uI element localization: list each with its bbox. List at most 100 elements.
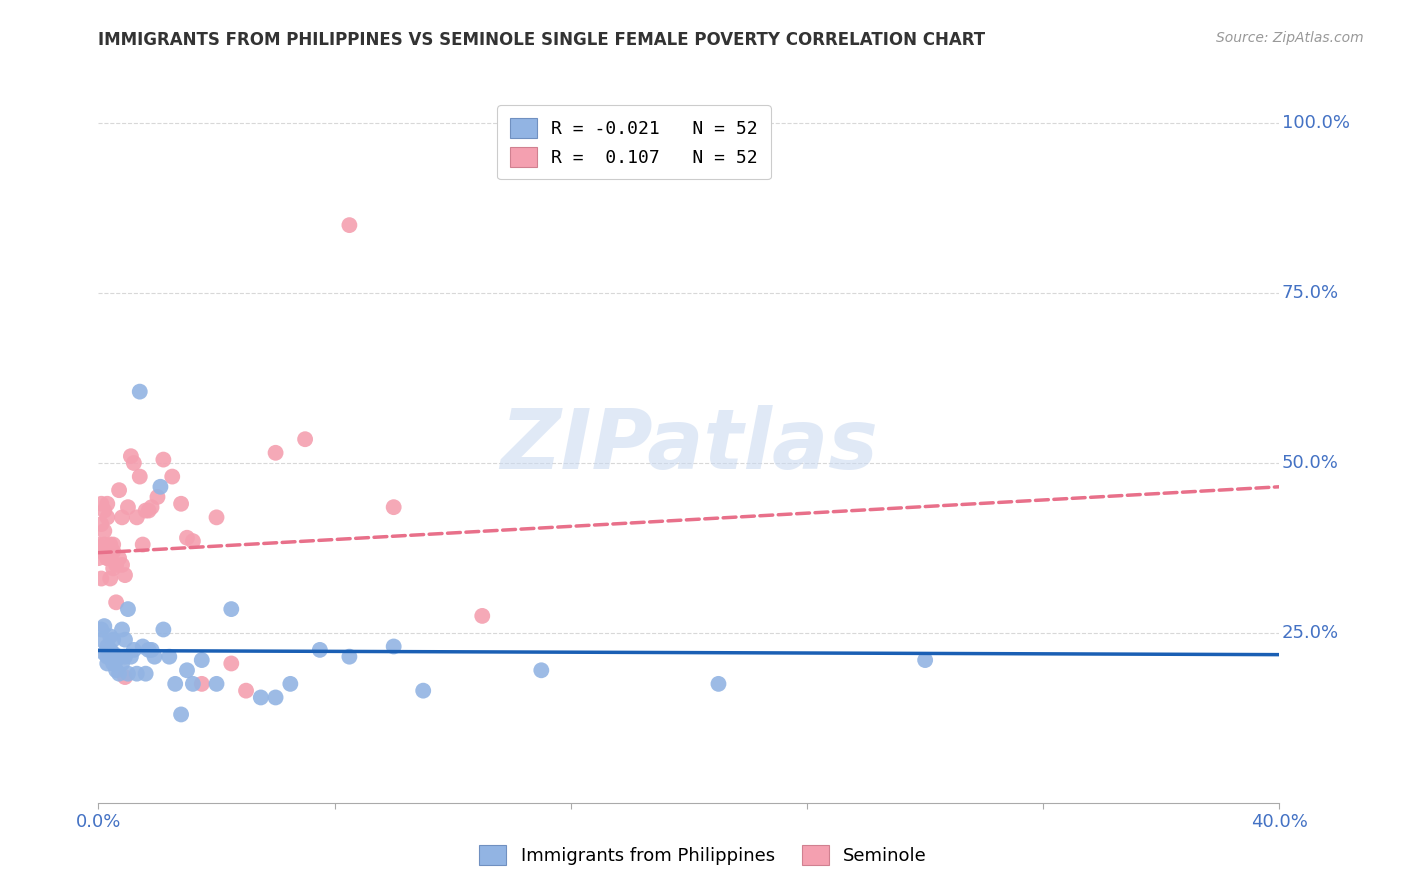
Point	[98, 629, 121, 643]
Point	[93, 503, 115, 517]
Point	[264, 690, 287, 705]
Point	[128, 384, 150, 399]
Text: Source: ZipAtlas.com: Source: ZipAtlas.com	[1216, 31, 1364, 45]
Point	[105, 558, 128, 572]
Text: 100.0%: 100.0%	[1282, 114, 1350, 132]
Point	[103, 646, 125, 660]
Point	[914, 653, 936, 667]
Point	[294, 432, 316, 446]
Point	[90, 544, 112, 558]
Text: 75.0%: 75.0%	[1282, 284, 1339, 302]
Point	[114, 568, 136, 582]
Point	[90, 517, 112, 532]
Point	[170, 497, 193, 511]
Text: ZIPatlas: ZIPatlas	[501, 406, 877, 486]
Point	[530, 663, 553, 677]
Point	[707, 677, 730, 691]
Point	[120, 649, 142, 664]
Point	[96, 551, 118, 566]
Text: IMMIGRANTS FROM PHILIPPINES VS SEMINOLE SINGLE FEMALE POVERTY CORRELATION CHART: IMMIGRANTS FROM PHILIPPINES VS SEMINOLE …	[98, 31, 986, 49]
Point	[157, 649, 180, 664]
Point	[90, 572, 112, 586]
Point	[111, 657, 134, 671]
Point	[111, 623, 134, 637]
Point	[90, 497, 112, 511]
Point	[98, 551, 121, 566]
Point	[117, 500, 139, 515]
Point	[138, 503, 160, 517]
Point	[146, 490, 169, 504]
Point	[165, 677, 187, 691]
Point	[309, 643, 332, 657]
Point	[105, 595, 128, 609]
Point	[181, 534, 204, 549]
Point	[120, 449, 142, 463]
Point	[412, 683, 434, 698]
Point	[125, 510, 148, 524]
Point	[117, 602, 139, 616]
Point	[93, 619, 115, 633]
Point	[278, 677, 302, 691]
Point	[176, 531, 198, 545]
Point	[87, 537, 110, 551]
Point	[93, 646, 115, 660]
Point	[103, 537, 125, 551]
Point	[250, 690, 273, 705]
Point	[98, 649, 121, 664]
Point	[235, 683, 257, 698]
Point	[128, 469, 150, 483]
Point	[111, 510, 134, 524]
Legend: Immigrants from Philippines, Seminole: Immigrants from Philippines, Seminole	[470, 836, 936, 874]
Point	[191, 677, 214, 691]
Point	[98, 572, 121, 586]
Point	[143, 649, 166, 664]
Legend: R = -0.021   N = 52, R =  0.107   N = 52: R = -0.021 N = 52, R = 0.107 N = 52	[498, 105, 770, 179]
Point	[108, 649, 131, 664]
Point	[96, 649, 118, 664]
Point	[176, 663, 198, 677]
Point	[219, 657, 242, 671]
Point	[141, 500, 163, 515]
Point	[181, 677, 204, 691]
Point	[135, 666, 157, 681]
Point	[93, 537, 115, 551]
Point	[96, 551, 118, 566]
Point	[114, 670, 136, 684]
Point	[132, 640, 155, 654]
Point	[103, 632, 125, 647]
Point	[382, 640, 405, 654]
Point	[103, 657, 125, 671]
Point	[264, 446, 287, 460]
Point	[96, 657, 118, 671]
Point	[170, 707, 193, 722]
Point	[105, 653, 128, 667]
Point	[96, 510, 118, 524]
Point	[108, 666, 131, 681]
Point	[152, 452, 174, 467]
Point	[135, 503, 157, 517]
Point	[132, 537, 155, 551]
Point	[117, 666, 139, 681]
Point	[382, 500, 405, 515]
Point	[103, 561, 125, 575]
Text: 50.0%: 50.0%	[1282, 454, 1339, 472]
Point	[219, 602, 242, 616]
Point	[108, 551, 131, 566]
Point	[103, 544, 125, 558]
Point	[138, 643, 160, 657]
Point	[149, 480, 172, 494]
Point	[108, 483, 131, 498]
Point	[93, 544, 115, 558]
Point	[114, 632, 136, 647]
Point	[337, 218, 360, 232]
Point	[122, 643, 145, 657]
Point	[205, 677, 228, 691]
Point	[98, 643, 121, 657]
Point	[93, 524, 115, 538]
Point	[205, 510, 228, 524]
Point	[471, 608, 494, 623]
Point	[141, 643, 163, 657]
Point	[111, 558, 134, 572]
Point	[152, 623, 174, 637]
Text: 25.0%: 25.0%	[1282, 624, 1339, 642]
